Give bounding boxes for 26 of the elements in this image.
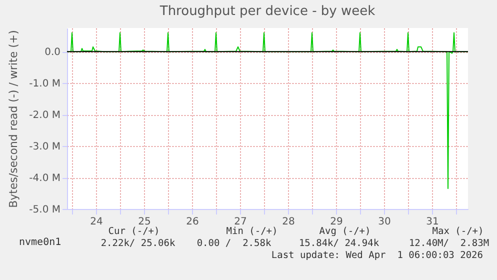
x-tick-label: 25 — [138, 216, 151, 228]
y-tick-label: -2.0 M — [29, 110, 60, 122]
y-tick-label: 0.0 — [44, 47, 60, 58]
text: Max (-/+) — [432, 226, 484, 238]
y-tick-label: -5.0 M — [29, 204, 60, 216]
text: Min (-/+) — [226, 226, 278, 238]
x-tick-label: 31 — [426, 216, 439, 228]
x-tick-label: 26 — [186, 216, 199, 228]
y-axis-title: Bytes/second read (-) / write (+) — [7, 30, 20, 208]
text: 2.22k/ 25.06k — [100, 238, 176, 250]
y-tick-label: -1.0 M — [29, 78, 60, 90]
text: nvme0n1 — [19, 237, 62, 248]
y-tick-label: -3.0 M — [29, 142, 60, 153]
chart-title: Throughput per device - by week — [158, 4, 376, 19]
x-tick-label: 29 — [330, 216, 343, 228]
text: 12.40M/ 2.83M — [408, 238, 490, 250]
text: Avg (-/+) — [319, 226, 371, 238]
y-tick-label: -4.0 M — [29, 173, 60, 184]
x-tick-label: 30 — [378, 216, 391, 228]
x-tick-label: 28 — [282, 216, 295, 228]
x-tick-label: 27 — [234, 216, 247, 228]
text: 0.00 / 2.58k — [196, 238, 272, 250]
x-tick-label: 24 — [90, 216, 103, 228]
text: 15.84k/ 24.94k — [298, 238, 380, 250]
text: Last update: Wed Apr 1 06:00:03 2026 — [271, 250, 483, 262]
text: Cur (-/+) — [108, 226, 160, 238]
